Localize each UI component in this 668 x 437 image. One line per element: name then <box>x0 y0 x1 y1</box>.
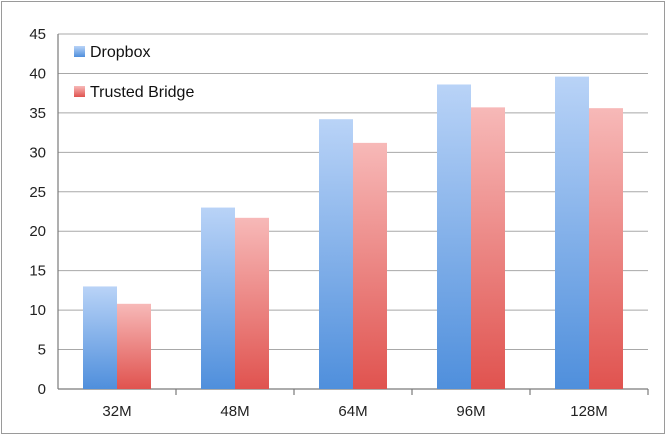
y-tick-label-45: 45 <box>29 26 46 43</box>
legend-label-dropbox: Dropbox <box>90 44 150 61</box>
x-tick-labels: 32M 48M 64M 96M 128M <box>102 389 649 420</box>
y-tick-label-30: 30 <box>29 144 46 161</box>
bar-trusted-bridge-96m <box>471 107 505 389</box>
y-tick-label-40: 40 <box>29 65 46 82</box>
legend-swatch-dropbox <box>74 46 85 57</box>
bar-trusted-bridge-128m <box>589 108 623 390</box>
gridlines <box>57 33 648 390</box>
bar-trusted-bridge-32m <box>117 303 151 389</box>
legend-label-trusted-bridge: Trusted Bridge <box>90 84 194 101</box>
x-tick-label-64m: 64M <box>338 403 367 420</box>
x-tick-label-96m: 96M <box>456 403 485 420</box>
y-tick-label-15: 15 <box>29 263 46 280</box>
bar-dropbox-32m <box>83 286 117 389</box>
bars <box>83 76 623 390</box>
bar-dropbox-128m <box>555 76 589 389</box>
bar-trusted-bridge-48m <box>235 217 269 389</box>
bar-dropbox-48m <box>201 207 235 389</box>
bar-trusted-bridge-64m <box>353 142 387 389</box>
x-tick-label-128m: 128M <box>570 403 608 420</box>
y-tick-labels: 0 5 10 15 20 25 30 35 40 45 <box>29 26 46 398</box>
bar-dropbox-96m <box>437 84 471 389</box>
legend-swatch-trusted-bridge <box>74 86 85 97</box>
x-tick-label-48m: 48M <box>220 403 249 420</box>
bar-dropbox-64m <box>319 119 353 389</box>
y-tick-label-10: 10 <box>29 302 46 319</box>
x-tick-label-32m: 32M <box>102 403 131 420</box>
legend: Dropbox Trusted Bridge <box>74 44 194 101</box>
y-tick-label-5: 5 <box>38 342 46 359</box>
y-tick-label-35: 35 <box>29 105 46 122</box>
y-tick-label-0: 0 <box>38 381 46 398</box>
y-tick-label-25: 25 <box>29 184 46 201</box>
y-tick-label-20: 20 <box>29 223 46 240</box>
